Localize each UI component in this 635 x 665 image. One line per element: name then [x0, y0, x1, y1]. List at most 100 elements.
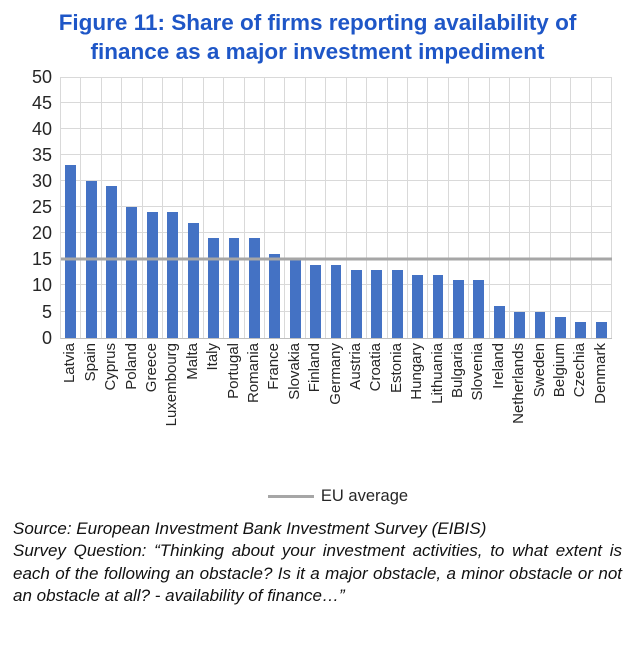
bar-slot-ireland: [490, 76, 510, 338]
x-label-cell-czechia: Czechia: [570, 339, 590, 471]
x-label-slovakia: Slovakia: [285, 342, 303, 400]
eu-average-line: [61, 257, 612, 261]
eu-average-legend-line: [267, 494, 314, 498]
x-label-france: France: [265, 342, 283, 390]
x-label-czechia: Czechia: [571, 342, 589, 397]
x-label-ireland: Ireland: [489, 342, 507, 389]
bar-slot-portugal: [224, 76, 245, 338]
bar-sweden: [534, 311, 546, 338]
bar-slot-latvia: [61, 76, 82, 338]
bar-slot-estonia: [388, 76, 408, 338]
x-label-austria: Austria: [347, 342, 365, 390]
bar-slot-greece: [143, 76, 164, 338]
bar-belgium: [555, 316, 566, 338]
bar-latvia: [65, 165, 77, 338]
bar-croatia: [371, 269, 383, 338]
x-label-portugal: Portugal: [224, 342, 242, 399]
y-tick-label-35: 35: [31, 144, 52, 165]
x-label-cell-romania: Romania: [244, 339, 264, 471]
bar-germany: [330, 264, 342, 338]
bar-lithuania: [432, 274, 444, 338]
x-label-cell-ireland: Ireland: [489, 339, 509, 471]
x-label-denmark: Denmark: [591, 342, 609, 404]
gridline-horizontal: [61, 76, 612, 78]
x-label-italy: Italy: [204, 342, 222, 371]
x-label-cell-spain: Spain: [80, 339, 100, 471]
x-label-cell-slovenia: Slovenia: [468, 339, 488, 471]
x-label-lithuania: Lithuania: [428, 342, 446, 404]
source-note: Source: European Investment Bank Investm…: [13, 518, 487, 538]
bar-netherlands: [514, 311, 526, 338]
bar-slovenia: [473, 280, 485, 338]
y-tick-label-25: 25: [31, 197, 52, 218]
bar-slot-bulgaria: [449, 76, 470, 338]
x-label-cell-luxembourg: Luxembourg: [162, 339, 182, 471]
x-label-latvia: Latvia: [61, 342, 79, 383]
bar-hungary: [412, 274, 424, 338]
bar-slot-france: [265, 76, 286, 338]
x-label-romania: Romania: [244, 342, 262, 403]
y-tick-label-45: 45: [31, 92, 52, 113]
bar-slot-slovakia: [285, 76, 306, 338]
gridline-horizontal: [61, 101, 612, 103]
bar-greece: [146, 212, 158, 338]
bar-luxembourg: [167, 212, 179, 338]
bar-czechia: [575, 321, 587, 338]
x-label-malta: Malta: [183, 342, 201, 380]
chart: 0 5 10 15 20 25 30 35 40 45 50 Latvia Spain Cyprus Po…: [12, 68, 624, 506]
bar-slot-hungary: [408, 76, 429, 338]
x-label-cell-poland: Poland: [121, 339, 141, 471]
x-label-cell-croatia: Croatia: [366, 339, 386, 471]
bar-slot-sweden: [530, 76, 551, 338]
y-tick-label-30: 30: [31, 171, 52, 191]
bar-slot-slovenia: [469, 76, 490, 338]
x-label-cell-denmark: Denmark: [591, 339, 611, 471]
bar-slot-italy: [204, 76, 225, 338]
y-tick-label-15: 15: [31, 249, 52, 270]
x-label-cell-netherlands: Netherlands: [509, 339, 529, 471]
footer-notes: Source: European Investment Bank Investm…: [13, 518, 622, 608]
x-label-cell-belgium: Belgium: [550, 339, 570, 471]
bar-slot-denmark: [592, 76, 612, 338]
bar-slot-czechia: [571, 76, 592, 338]
bar-denmark: [595, 321, 607, 338]
bar-slot-croatia: [367, 76, 388, 338]
x-label-cell-lithuania: Lithuania: [427, 339, 447, 471]
y-axis: 0 5 10 15 20 25 30 35 40 45 50: [12, 68, 60, 347]
bar-slot-lithuania: [428, 76, 449, 338]
gridline-horizontal: [61, 127, 612, 129]
x-label-estonia: Estonia: [387, 342, 405, 393]
bar-slot-romania: [245, 76, 266, 338]
x-label-poland: Poland: [122, 342, 140, 390]
x-label-cell-italy: Italy: [203, 339, 223, 471]
legend: EU average: [52, 487, 624, 506]
figure-title: Figure 11: Share of firms reporting avai…: [58, 10, 577, 64]
x-label-greece: Greece: [142, 342, 160, 392]
gridline-horizontal: [61, 232, 612, 234]
x-label-germany: Germany: [326, 342, 344, 405]
bar-poland: [126, 207, 138, 338]
x-label-hungary: Hungary: [408, 342, 426, 400]
x-label-netherlands: Netherlands: [510, 342, 528, 424]
bar-italy: [208, 238, 219, 338]
bar-slovakia: [289, 259, 301, 338]
x-label-cell-estonia: Estonia: [387, 339, 407, 471]
gridline-horizontal: [61, 180, 612, 181]
x-label-cell-latvia: Latvia: [60, 339, 80, 471]
survey-question-note: Survey Question: “Thinking about your in…: [13, 541, 622, 606]
bar-estonia: [391, 269, 403, 338]
x-label-cell-slovakia: Slovakia: [284, 339, 304, 471]
bar-slot-finland: [306, 76, 327, 338]
x-label-cell-portugal: Portugal: [223, 339, 243, 471]
x-label-cell-austria: Austria: [346, 339, 366, 471]
bar-portugal: [228, 238, 240, 338]
x-label-belgium: Belgium: [551, 342, 569, 397]
bar-slot-malta: [183, 76, 204, 338]
eu-average-legend-label: EU average: [320, 486, 409, 505]
plot-area: [60, 76, 612, 339]
bar-slot-luxembourg: [163, 76, 184, 338]
y-tick-label-40: 40: [31, 118, 52, 139]
bar-slot-belgium: [551, 76, 572, 338]
bar-ireland: [493, 306, 505, 338]
bar-finland: [310, 264, 321, 338]
